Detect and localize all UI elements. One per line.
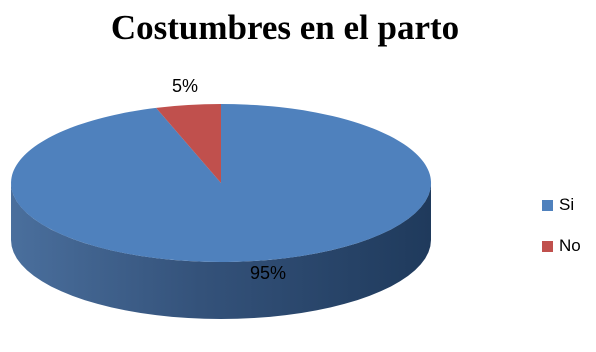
chart-title: Costumbres en el parto [110, 8, 460, 47]
legend-item-si: Si [542, 193, 581, 217]
data-label-si: 95% [250, 263, 286, 283]
legend-item-no: No [542, 234, 581, 258]
data-label-no: 5% [172, 76, 198, 96]
legend-label-no: No [559, 236, 581, 255]
legend: Si No [542, 193, 581, 275]
legend-swatch-si [542, 199, 553, 211]
legend-label-si: Si [559, 195, 575, 214]
pie-side-si [11, 183, 431, 319]
pie-slice-no [156, 104, 221, 183]
legend-swatch-no [542, 240, 553, 252]
pie-slice-si [11, 103, 432, 262]
